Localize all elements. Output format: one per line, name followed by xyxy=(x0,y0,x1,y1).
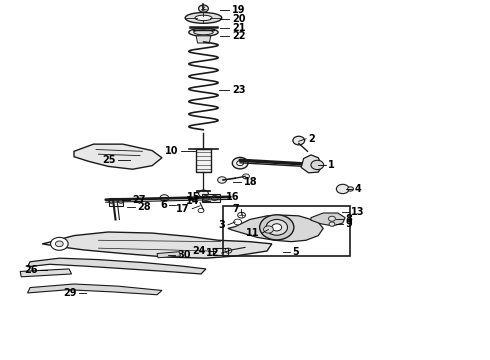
Circle shape xyxy=(293,136,305,145)
Text: 21: 21 xyxy=(232,23,245,33)
Ellipse shape xyxy=(189,28,218,36)
Text: 17: 17 xyxy=(176,204,190,214)
Circle shape xyxy=(149,154,156,159)
Text: 5: 5 xyxy=(293,247,299,257)
Circle shape xyxy=(347,187,353,191)
Circle shape xyxy=(198,190,208,197)
Ellipse shape xyxy=(185,13,222,23)
Text: 16: 16 xyxy=(225,192,239,202)
Text: 22: 22 xyxy=(232,31,245,41)
Circle shape xyxy=(237,161,244,166)
Circle shape xyxy=(272,224,282,231)
Polygon shape xyxy=(311,213,345,226)
Circle shape xyxy=(264,226,273,233)
Polygon shape xyxy=(157,252,180,258)
Text: 11: 11 xyxy=(246,228,260,238)
Bar xyxy=(213,248,228,255)
Circle shape xyxy=(50,237,68,250)
Text: 13: 13 xyxy=(351,207,365,217)
Circle shape xyxy=(234,219,242,225)
Circle shape xyxy=(218,177,226,183)
Circle shape xyxy=(238,212,245,218)
Polygon shape xyxy=(27,284,162,295)
Circle shape xyxy=(202,195,209,201)
Text: 27: 27 xyxy=(133,195,146,205)
Text: 15: 15 xyxy=(187,192,200,202)
Circle shape xyxy=(329,216,335,221)
Text: 26: 26 xyxy=(24,265,37,275)
Text: 18: 18 xyxy=(244,177,257,187)
Circle shape xyxy=(243,174,249,179)
Polygon shape xyxy=(42,232,272,258)
Text: 29: 29 xyxy=(63,288,76,298)
Text: 6: 6 xyxy=(160,201,167,211)
Polygon shape xyxy=(196,36,211,43)
Circle shape xyxy=(260,215,294,240)
Text: 4: 4 xyxy=(355,184,362,194)
Text: 10: 10 xyxy=(165,145,178,156)
Text: 12: 12 xyxy=(206,248,219,258)
Bar xyxy=(109,198,123,206)
Text: 25: 25 xyxy=(102,155,116,165)
Circle shape xyxy=(336,184,349,194)
Circle shape xyxy=(55,241,63,247)
Circle shape xyxy=(311,160,324,170)
Ellipse shape xyxy=(194,30,213,35)
Polygon shape xyxy=(301,155,322,173)
Circle shape xyxy=(329,222,335,226)
Text: 8: 8 xyxy=(345,215,352,224)
Polygon shape xyxy=(27,258,206,274)
Circle shape xyxy=(266,220,288,235)
Text: 20: 20 xyxy=(232,14,245,24)
Text: 28: 28 xyxy=(137,202,150,212)
Text: 2: 2 xyxy=(309,134,315,144)
Text: 1: 1 xyxy=(328,160,335,170)
Ellipse shape xyxy=(195,15,212,21)
Text: 14: 14 xyxy=(186,196,199,206)
Circle shape xyxy=(211,195,218,201)
Text: 9: 9 xyxy=(345,219,352,229)
Text: 30: 30 xyxy=(177,249,191,260)
Polygon shape xyxy=(74,144,162,169)
Text: 24: 24 xyxy=(193,246,206,256)
Bar xyxy=(196,149,211,172)
Polygon shape xyxy=(20,269,72,277)
Text: 23: 23 xyxy=(232,85,245,95)
Circle shape xyxy=(160,195,169,201)
Bar xyxy=(202,194,220,202)
Circle shape xyxy=(198,5,208,12)
Circle shape xyxy=(232,157,248,169)
Text: 19: 19 xyxy=(232,5,245,15)
Circle shape xyxy=(82,152,90,158)
Text: 7: 7 xyxy=(232,204,239,215)
Bar xyxy=(223,206,350,256)
Polygon shape xyxy=(228,215,323,242)
Text: 3: 3 xyxy=(219,220,225,230)
